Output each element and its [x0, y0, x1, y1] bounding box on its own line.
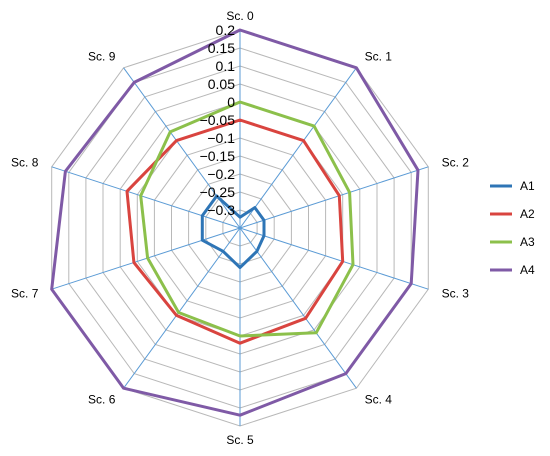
- axis-spoke: [51, 166, 241, 229]
- tick-label: −0.15: [200, 148, 236, 164]
- axis-spoke: [239, 166, 429, 229]
- tick-label: 0.2: [216, 22, 236, 38]
- category-labels: Sc. 0 Sc. 1 Sc. 2 Sc. 3 Sc. 4 Sc. 5 Sc. 6 Sc. 7…: [11, 9, 469, 447]
- tick-label: −0.25: [200, 184, 236, 200]
- tick-label: −0.2: [207, 166, 235, 182]
- series-line-a1: [200, 194, 266, 270]
- legend: A1 A2 A3 A4: [490, 179, 535, 277]
- legend-label: A3: [520, 235, 535, 249]
- legend-label: A2: [520, 207, 535, 221]
- category-label: Sc. 8: [11, 156, 39, 170]
- axis-spoke: [239, 227, 429, 290]
- category-label: Sc. 2: [442, 156, 470, 170]
- category-label: Sc. 7: [11, 287, 39, 301]
- tick-label: −0.1: [207, 130, 235, 146]
- radial-tick-labels: 0.2 0.15 0.1 0.05 0 −0.05 −0.1 −0.15 −0.2 −0.25 −0…: [200, 22, 236, 218]
- tick-label: −0.05: [200, 112, 236, 128]
- legend-label: A1: [520, 179, 535, 193]
- tick-label: 0.15: [208, 40, 235, 56]
- axis-spoke: [123, 227, 241, 389]
- tick-label: 0: [227, 94, 235, 110]
- tick-label: −0.3: [207, 202, 235, 218]
- category-label: Sc. 0: [226, 9, 254, 23]
- category-label: Sc. 3: [442, 287, 470, 301]
- category-label: Sc. 5: [226, 433, 254, 447]
- legend-label: A4: [520, 263, 535, 277]
- tick-label: 0.1: [216, 58, 236, 74]
- series-line-a2: [125, 118, 345, 345]
- series-line-a4: [50, 28, 420, 417]
- axis-spoke: [239, 227, 357, 389]
- series-line-a3: [139, 100, 355, 338]
- category-label: Sc. 9: [88, 50, 116, 64]
- axis-spoke: [51, 227, 241, 290]
- axis-spoke: [239, 67, 357, 229]
- series-lines: [50, 28, 420, 417]
- category-label: Sc. 1: [365, 50, 393, 64]
- category-label: Sc. 6: [88, 393, 116, 407]
- tick-label: 0.05: [208, 76, 235, 92]
- category-label: Sc. 4: [365, 393, 393, 407]
